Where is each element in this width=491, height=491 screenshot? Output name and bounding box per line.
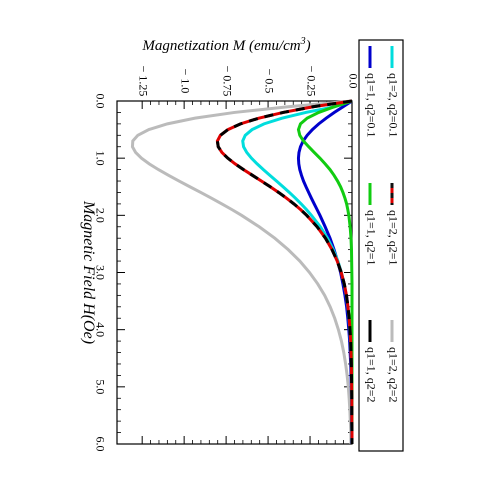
y-tick-label: − 1.25 bbox=[136, 66, 150, 97]
x-tick-label: 1.0 bbox=[93, 151, 107, 166]
series-line-q1-1-q2-1 bbox=[296, 99, 354, 444]
x-tick-label: 6.0 bbox=[93, 437, 107, 452]
series-layer bbox=[130, 99, 354, 445]
legend-label-q1-2-q2-2: q1=2, q2=2 bbox=[386, 347, 400, 403]
legend-label-q1-2-q2-1: q1=2, q2=1 bbox=[386, 210, 400, 266]
series-line-q1-1-q2-0-1 bbox=[296, 99, 354, 444]
legend-box bbox=[358, 39, 404, 452]
tick-marks bbox=[117, 100, 353, 445]
series-line-q1-2-q2-2 bbox=[130, 99, 353, 445]
series-line-q1-2-q2-1 bbox=[215, 99, 354, 444]
plot-frame bbox=[116, 100, 353, 445]
y-tick-label: − 0.75 bbox=[220, 66, 234, 97]
y-axis-title-end: ) bbox=[305, 38, 311, 54]
y-axis-title: Magnetization M (emu/cm3) bbox=[141, 36, 310, 54]
legend-label-q1-1-q2-1: q1=1, q2=1 bbox=[364, 210, 378, 266]
legend-label-q1-2-q2-0-1: q1=2, q2=0.1 bbox=[386, 73, 400, 138]
x-tick-label: 5.0 bbox=[93, 379, 107, 394]
y-tick-label: − 1.0 bbox=[178, 69, 192, 94]
legend-label-q1-1-q2-2: q1=1, q2=2 bbox=[364, 347, 378, 403]
x-tick-label: 0.0 bbox=[93, 94, 107, 109]
y-tick-label: − 0.5 bbox=[262, 69, 276, 94]
y-axis-title-main: Magnetization M (emu/cm bbox=[141, 38, 300, 54]
series-line-q1-1-q2-2 bbox=[215, 99, 354, 444]
y-tick-label: − 0.25 bbox=[304, 66, 318, 97]
x-tick-label: 3.0 bbox=[93, 265, 107, 280]
series-line-q1-2-q2-0-1 bbox=[241, 99, 354, 445]
x-axis-title: Magnetic Field H(Oe) bbox=[80, 200, 97, 344]
y-tick-label: 0.0 bbox=[346, 74, 360, 89]
legend: q1=1, q2=0.1 q1=2, q2=0.1 q1=1, q2=1 q1=2, … bbox=[358, 39, 404, 452]
x-tick-label: 2.0 bbox=[93, 208, 107, 223]
y-axis-title-sup: 3 bbox=[300, 36, 306, 47]
tick-labels: 0.0 1.0 2.0 3.0 4.0 5.0 6.0 0.0 − 0.25 − 0.5 − 0.7… bbox=[93, 66, 360, 452]
x-tick-label: 4.0 bbox=[93, 322, 107, 337]
legend-label-q1-1-q2-0-1: q1=1, q2=0.1 bbox=[364, 73, 378, 138]
